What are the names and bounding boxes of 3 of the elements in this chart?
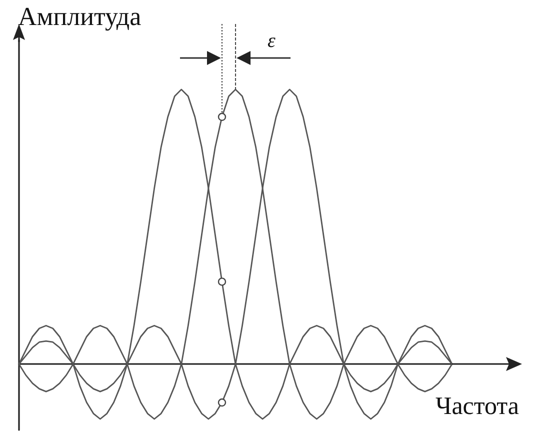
text: ε — [268, 30, 276, 53]
y-axis-title: Амплитуда — [18, 2, 142, 32]
x-axis-title: Частота — [435, 393, 519, 421]
